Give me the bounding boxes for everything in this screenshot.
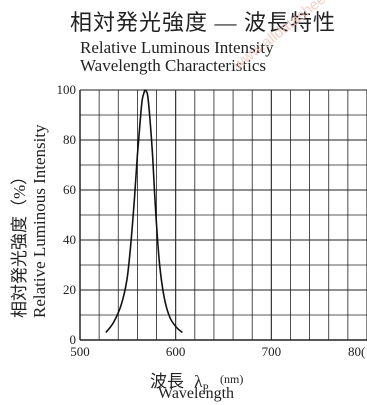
x-axis-label-jp: 波長 λP <box>150 367 209 394</box>
y-axis-label-jp: 相対発光強度（%） <box>10 167 29 318</box>
y-tick-label: 80 <box>63 132 76 147</box>
x-tick-label: 700 <box>262 344 282 359</box>
y-tick-label: 0 <box>70 332 77 347</box>
x-axis-label-text: 波長 <box>150 372 184 391</box>
y-tick-label: 100 <box>57 82 77 97</box>
y-tick-label: 60 <box>63 182 76 197</box>
chart-title-jp: 相対発光強度 — 波長特性 <box>70 10 337 35</box>
y-tick-label: 20 <box>63 282 76 297</box>
chart-title-en-line2: Wavelength Characteristics <box>80 56 267 75</box>
x-tick-label: 80( <box>348 344 365 359</box>
chart-title-en-line1: Relative Luminous Intensity <box>80 38 274 57</box>
series-line <box>105 89 183 334</box>
x-axis-unit: (nm) <box>220 372 244 386</box>
x-axis-symbol: λ <box>194 372 203 391</box>
x-tick-label: 600 <box>166 344 186 359</box>
x-axis-symbol-sub: P <box>202 382 209 395</box>
x-axis-label-en: Wavelength <box>158 385 235 402</box>
x-tick-label: 500 <box>70 344 90 359</box>
y-tick-label: 40 <box>63 232 76 247</box>
chart-grid <box>79 89 367 341</box>
chart-tick-labels: 0 20 40 60 80 100 500 600 700 80( <box>57 82 366 359</box>
y-axis-label-en: Relative Luminous Intensity <box>30 124 49 318</box>
